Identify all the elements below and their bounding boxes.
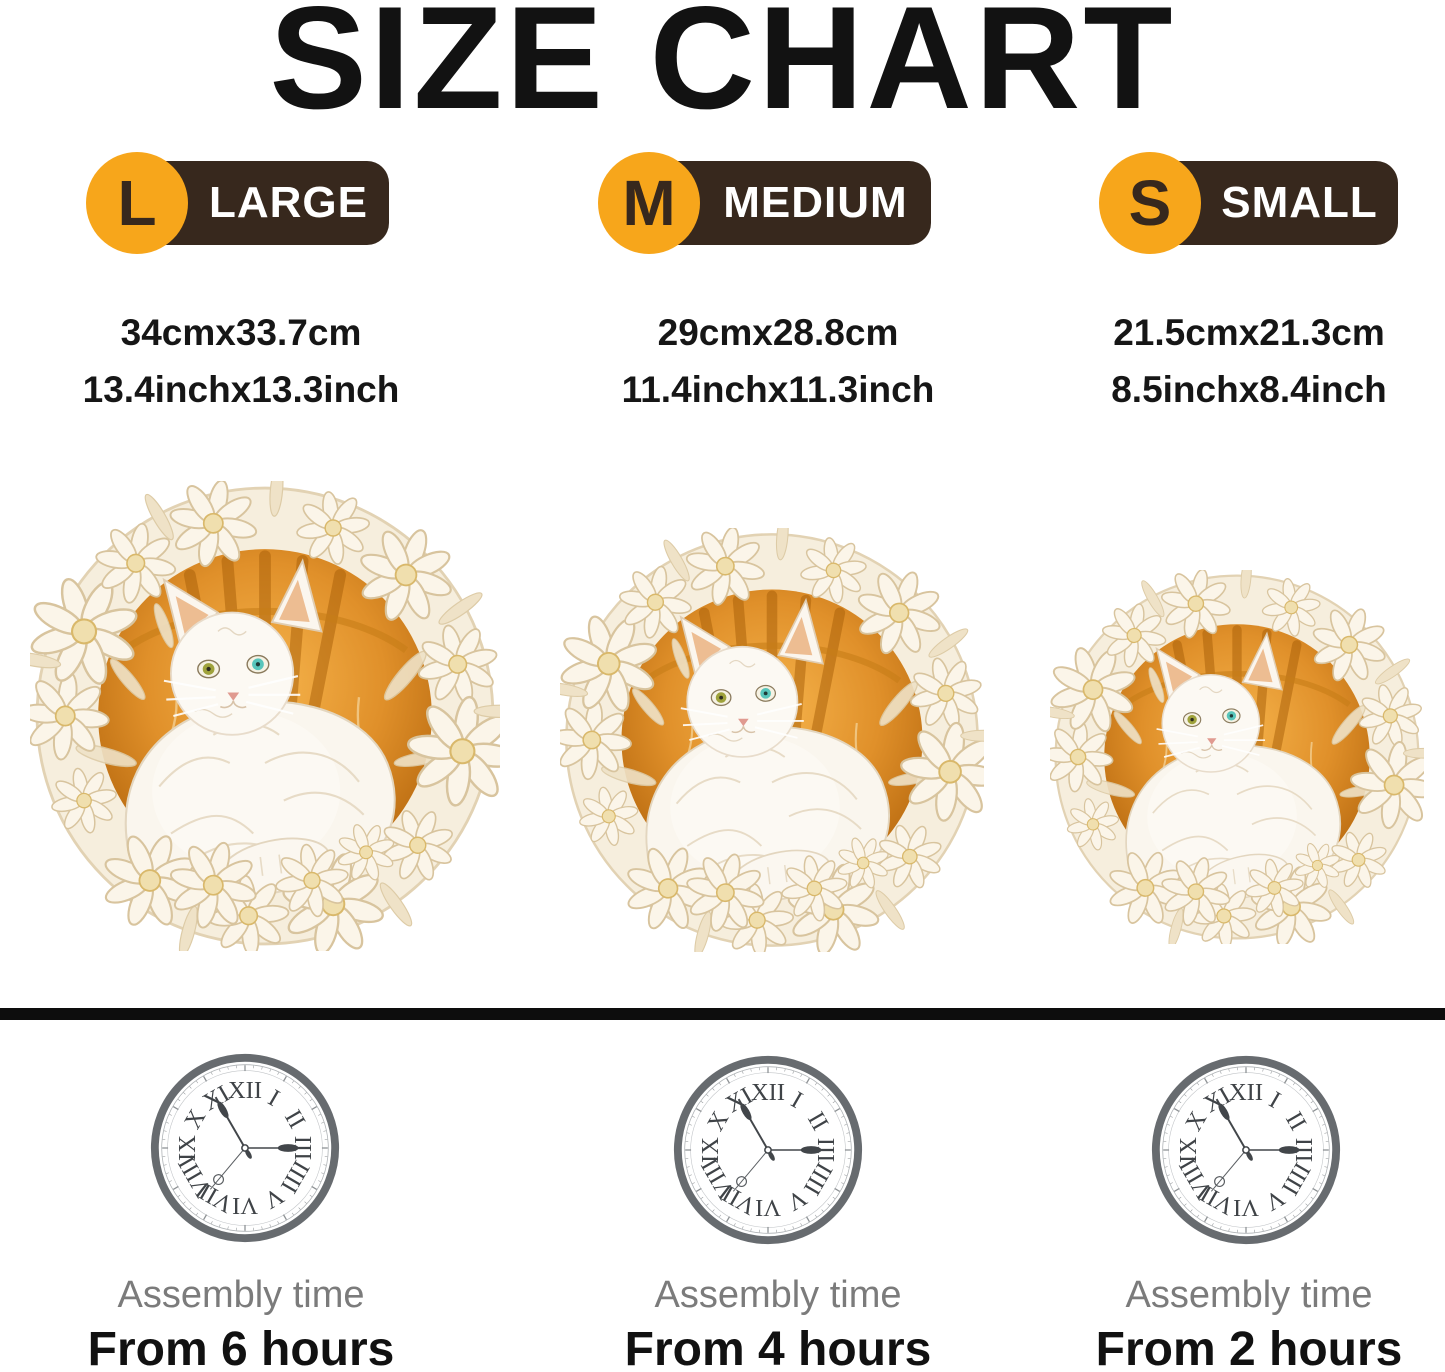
clock-icon-medium [670, 1052, 866, 1248]
size-badge-small: SMALL S [1099, 152, 1398, 254]
size-label-medium: MEDIUM [723, 178, 908, 227]
page-title: SIZE CHART [269, 0, 1176, 139]
dimension-cm-small: 21.5cmx21.3cm [1113, 312, 1385, 353]
dimension-cm-large: 34cmx33.7cm [120, 312, 362, 353]
dimension-inch-medium: 11.4inchx11.3inch [621, 369, 935, 410]
assembly-label-medium: Assembly time [654, 1274, 902, 1316]
assembly-time-medium: From 4 hours [624, 1323, 932, 1372]
assembly-label-small: Assembly time [1125, 1274, 1373, 1316]
clock-icon-small [1148, 1052, 1344, 1248]
dimension-cm-medium: 29cmx28.8cm [657, 312, 899, 353]
assembly-time-small: From 2 hours [1095, 1323, 1403, 1372]
size-badge-medium: MEDIUM M [598, 152, 931, 254]
assembly-time-large: From 6 hours [87, 1323, 395, 1372]
clock-icon-large [147, 1050, 343, 1246]
size-label-large: LARGE [209, 178, 368, 227]
size-label-small: SMALL [1221, 178, 1378, 227]
assembly-label-large: Assembly time [117, 1274, 365, 1316]
puzzle-image-large [30, 481, 500, 951]
dimension-inch-small: 8.5inchx8.4inch [1111, 369, 1387, 410]
size-letter-small: S [1099, 152, 1201, 254]
size-badge-large: LARGE L [86, 152, 389, 254]
divider-line [0, 1008, 1445, 1020]
dimension-inch-large: 13.4inchx13.3inch [82, 369, 400, 410]
puzzle-image-small [1050, 570, 1424, 944]
size-letter-large: L [86, 152, 188, 254]
size-letter-medium: M [598, 152, 700, 254]
puzzle-image-medium [560, 528, 984, 952]
